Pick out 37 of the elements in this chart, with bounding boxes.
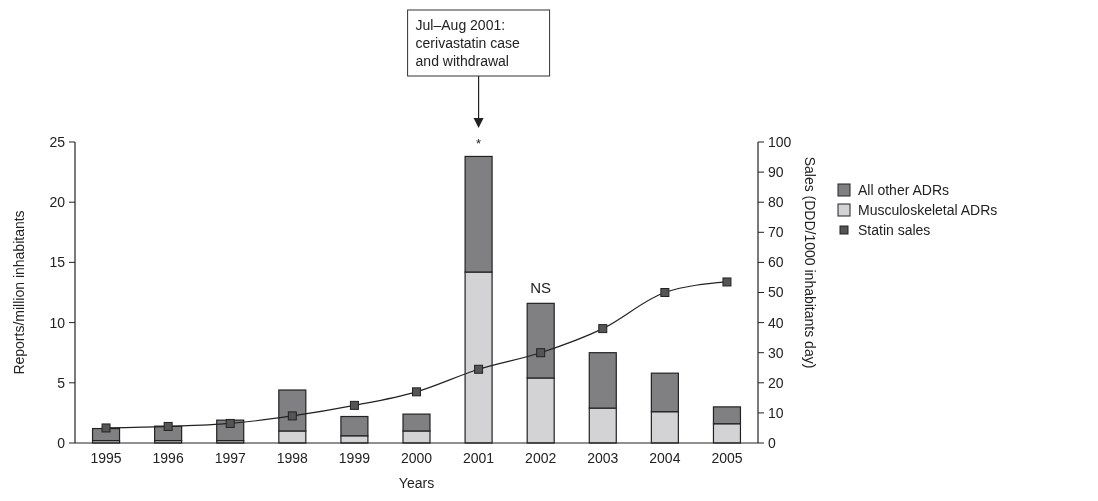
y-tick-label: 15 <box>49 254 66 271</box>
y-tick-label: 0 <box>57 434 66 451</box>
x-tick-label: 2005 <box>711 450 743 466</box>
y2-tick-label: 20 <box>768 374 784 391</box>
legend-label: All other ADRs <box>858 181 950 198</box>
y2-tick-label: 100 <box>768 133 792 150</box>
y-tick-label: 10 <box>49 314 66 331</box>
annotation: * <box>476 136 482 152</box>
y2-tick-label: 0 <box>768 434 776 451</box>
y2-axis-title: Sales (DDD/1000 inhabitants day) <box>802 156 818 369</box>
legend-label: Musculoskeletal ADRs <box>858 201 998 218</box>
y2-tick-label: 50 <box>768 284 784 301</box>
x-tick-label: 1998 <box>276 450 309 466</box>
y2-tick-label: 60 <box>768 254 784 271</box>
y2-tick-label: 90 <box>768 164 784 180</box>
x-tick-label: 2003 <box>587 450 619 466</box>
x-tick-label: 1996 <box>152 450 184 466</box>
y2-tick-label: 70 <box>768 224 784 241</box>
y2-tick-label: 30 <box>768 344 784 361</box>
y2-tick-label: 10 <box>768 404 784 421</box>
y-tick-label: 25 <box>49 133 66 150</box>
y2-tick-label: 80 <box>768 194 784 211</box>
x-tick-label: 2001 <box>463 450 495 466</box>
y2-tick-label: 40 <box>768 314 784 331</box>
x-tick-label: 1999 <box>338 450 371 466</box>
x-axis-title: Years <box>398 475 435 491</box>
y-tick-label: 20 <box>49 194 66 211</box>
x-tick-label: 2000 <box>400 450 433 466</box>
x-tick-label: 1997 <box>214 450 247 466</box>
x-tick-label: 1995 <box>90 450 122 466</box>
x-tick-label: 2002 <box>525 450 557 466</box>
y-tick-label: 5 <box>57 374 66 391</box>
x-tick-label: 2004 <box>649 450 681 466</box>
annotation: NS <box>530 279 552 297</box>
legend-label: Statin sales <box>858 221 931 238</box>
y-axis-title: Reports/million inhabitants <box>11 210 27 375</box>
text: Jul–Aug 2001: cerivastatin case and withdrawal <box>415 17 521 69</box>
